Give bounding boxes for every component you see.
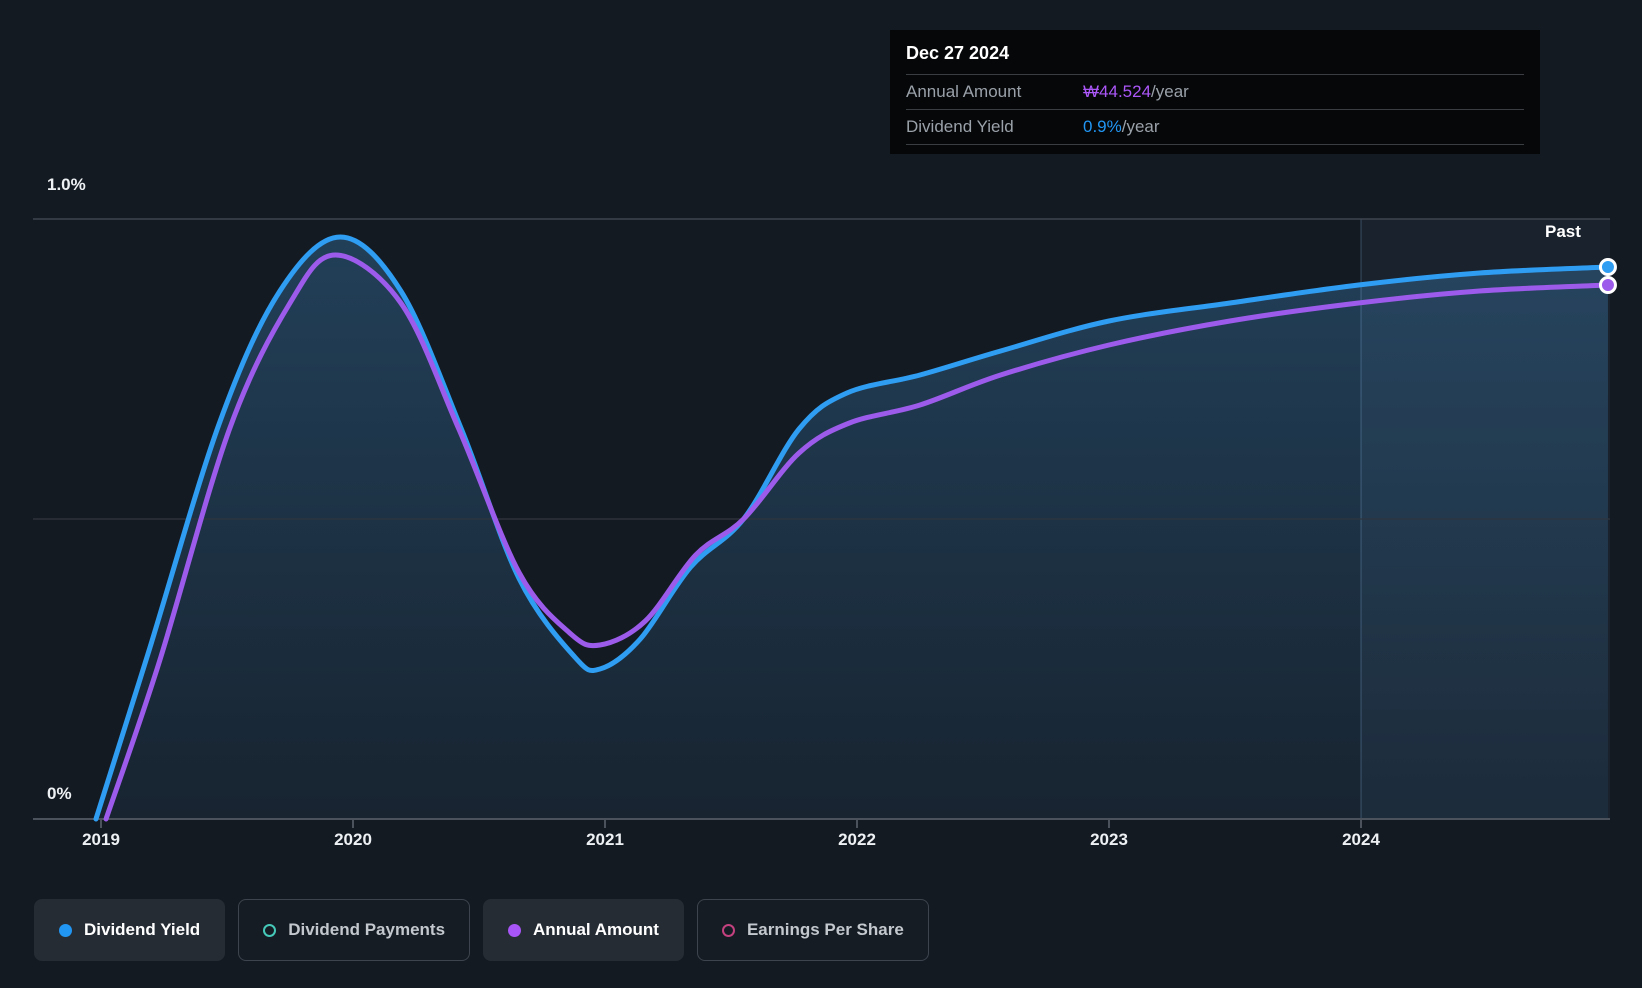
tooltip-row-value: 0.9%	[1083, 117, 1122, 136]
legend-marker-icon	[508, 923, 522, 937]
legend-marker-icon	[263, 923, 277, 937]
x-tick-label: 2020	[334, 830, 372, 849]
tooltip-row-label: Annual Amount	[906, 82, 1022, 101]
legend-item-dividend-yield[interactable]: Dividend Yield	[34, 899, 226, 961]
series-end-marker-annual-amount	[1598, 276, 1617, 294]
tooltip-row-suffix: /year	[1121, 117, 1160, 136]
legend-label: Dividend Yield	[84, 920, 201, 939]
x-tick-label: 2021	[586, 830, 624, 849]
yield-area-fill	[95, 237, 1608, 819]
series-end-marker-dividend-yield	[1598, 258, 1617, 276]
legend-item-annual-amount[interactable]: Annual Amount	[483, 899, 684, 961]
tooltip-row-suffix: /year	[1151, 82, 1189, 101]
series-line-dividend-yield	[93, 234, 1611, 822]
tooltip-row: Annual Amount ₩44.524 /year	[906, 74, 1524, 109]
series-line-annual-amount	[103, 252, 1611, 822]
chart-tooltip: Dec 27 2024 Annual Amount ₩44.524 /year …	[890, 30, 1540, 154]
tooltip-row-value: ₩44.524	[1083, 82, 1152, 101]
tooltip-row-label: Dividend Yield	[906, 117, 1014, 136]
legend-item-earnings-per-share[interactable]: Earnings Per Share	[696, 899, 929, 961]
y-tick-label-zero: 0%	[47, 784, 72, 803]
chart-legend: Dividend Yield Dividend Payments Annual …	[34, 899, 929, 961]
tooltip-date: Dec 27 2024	[906, 43, 1010, 63]
legend-label: Annual Amount	[533, 920, 659, 939]
x-tick-label: 2019	[82, 830, 120, 849]
tooltip-row: Dividend Yield 0.9% /year	[906, 109, 1524, 144]
y-tick-label-top: 1.0%	[47, 175, 86, 194]
legend-marker-icon	[59, 923, 72, 937]
x-tick-label: 2024	[1342, 830, 1380, 849]
legend-marker-icon	[721, 923, 735, 937]
legend-label: Dividend Payments	[288, 920, 446, 939]
x-tick-label: 2023	[1090, 830, 1128, 849]
tooltip-rows: Annual Amount ₩44.524 /year Dividend Yie…	[906, 74, 1524, 145]
legend-item-dividend-payments[interactable]: Dividend Payments	[238, 899, 471, 961]
legend-label: Earnings Per Share	[746, 920, 904, 939]
x-tick-label: 2022	[838, 830, 876, 849]
past-label: Past	[1545, 222, 1581, 241]
